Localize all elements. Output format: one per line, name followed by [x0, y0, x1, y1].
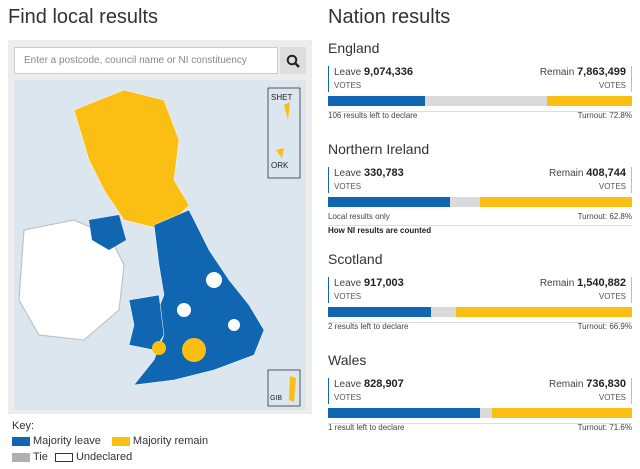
nation-results-title: Nation results [328, 6, 451, 28]
key-undeclared: Undeclared [75, 451, 133, 463]
remain-swatch [111, 436, 130, 446]
leave-total: Leave 917,003 VOTES [328, 277, 404, 303]
remain-label: Remain [548, 168, 584, 179]
nation-name: Wales [328, 352, 367, 368]
result-bar [328, 96, 632, 106]
key-leave: Majority leave [33, 435, 101, 447]
leave-total: Leave 828,907 VOTES [328, 378, 404, 404]
search-input[interactable]: Enter a postcode, council name or NI con… [14, 47, 278, 74]
nation-card-england: England Leave 9,074,336 VOTES Remain 7,86… [328, 40, 632, 120]
remain-votes: 7,863,499 [577, 66, 626, 78]
declare-status: 1 result left to declare [328, 423, 405, 432]
nation-name: Scotland [328, 251, 383, 267]
leave-bar [328, 197, 450, 207]
remain-label: Remain [539, 278, 575, 289]
leave-swatch [12, 436, 30, 446]
nation-name: England [328, 40, 380, 56]
nation-card-scotland: Scotland Leave 917,003 VOTES Remain 1,540… [328, 251, 632, 331]
declare-status: Local results only [328, 212, 390, 221]
remain-total: Remain 1,540,882 VOTES [540, 277, 632, 303]
remain-bar [546, 96, 632, 106]
leave-bar [328, 408, 480, 418]
votes-label: VOTES [334, 292, 362, 301]
leave-label: Leave [334, 168, 362, 179]
nation-card-northern-ireland: Northern Ireland Leave 330,783 VOTES Rema… [328, 141, 632, 235]
remain-label: Remain [548, 379, 584, 390]
remain-label: Remain [539, 67, 575, 78]
declare-status: 106 results left to declare [328, 111, 418, 120]
map-key: Key: Majority leave Majority remain Tie … [12, 420, 208, 463]
remain-total: Remain 736,830 VOTES [549, 378, 632, 404]
leave-total: Leave 330,783 VOTES [328, 167, 404, 193]
undeclared-swatch [54, 452, 73, 462]
leave-label: Leave [334, 278, 362, 289]
key-remain: Majority remain [132, 435, 209, 447]
turnout: Turnout: 72.8% [577, 111, 632, 120]
remain-votes: 1,540,882 [577, 277, 626, 289]
gibraltar-inset [267, 369, 301, 407]
result-bar [328, 408, 632, 418]
shetland-orkney-inset [267, 87, 301, 179]
northern-ireland-region[interactable] [89, 215, 126, 250]
remain-bar [455, 307, 632, 317]
votes-label: VOTES [334, 182, 362, 191]
result-bar [328, 197, 632, 207]
leave-bar [328, 96, 426, 106]
result-bar [328, 307, 632, 317]
leave-label: Leave [334, 379, 362, 390]
results-map[interactable]: SHET ORK GIB [14, 80, 306, 410]
leave-votes: 917,003 [364, 277, 404, 289]
shetland-label: SHET [271, 93, 292, 102]
remain-bar [492, 408, 632, 418]
scotland-region[interactable] [73, 89, 190, 231]
orkney-label: ORK [271, 161, 289, 170]
remain-bar [480, 197, 632, 207]
votes-label: VOTES [334, 81, 362, 90]
leave-votes: 9,074,336 [364, 66, 413, 78]
leave-total: Leave 9,074,336 VOTES [328, 66, 413, 92]
search-icon [286, 54, 300, 68]
key-title: Key: [12, 420, 35, 432]
tie-swatch [12, 452, 30, 462]
gibraltar-label: GIB [270, 395, 282, 402]
local-results-panel: Enter a postcode, council name or NI con… [8, 40, 312, 414]
turnout: Turnout: 71.6% [577, 423, 632, 432]
nation-name: Northern Ireland [328, 141, 430, 157]
remain-total: Remain 7,863,499 VOTES [540, 66, 632, 92]
remain-total: Remain 408,744 VOTES [549, 167, 632, 193]
turnout: Turnout: 62.8% [577, 212, 632, 221]
ni-counting-link[interactable]: How NI results are counted [328, 226, 432, 235]
leave-bar [328, 307, 432, 317]
votes-label: VOTES [598, 393, 626, 402]
leave-label: Leave [334, 67, 362, 78]
leave-votes: 828,907 [364, 378, 404, 390]
find-local-title: Find local results [8, 6, 159, 28]
remain-votes: 736,830 [586, 378, 626, 390]
turnout: Turnout: 66.9% [577, 322, 632, 331]
remain-votes: 408,744 [586, 167, 626, 179]
votes-label: VOTES [598, 81, 626, 90]
votes-label: VOTES [334, 393, 362, 402]
votes-label: VOTES [598, 182, 626, 191]
key-tie: Tie [33, 451, 48, 463]
votes-label: VOTES [598, 292, 626, 301]
search-button[interactable] [280, 47, 306, 74]
nation-card-wales: Wales Leave 828,907 VOTES Remain 736,830 V… [328, 352, 632, 432]
leave-votes: 330,783 [364, 167, 404, 179]
ireland-land [18, 219, 125, 341]
declare-status: 2 results left to declare [328, 322, 409, 331]
